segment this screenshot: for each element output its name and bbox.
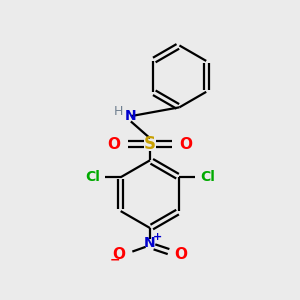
Text: H: H [114,105,123,118]
Text: Cl: Cl [200,170,215,184]
Text: Cl: Cl [85,170,100,184]
Text: O: O [179,136,192,152]
Text: N: N [144,236,156,250]
Text: O: O [108,136,121,152]
Text: O: O [112,247,126,262]
Text: N: N [125,109,137,123]
Text: S: S [144,135,156,153]
Text: −: − [110,254,121,267]
Text: O: O [174,247,188,262]
Text: +: + [153,232,162,242]
